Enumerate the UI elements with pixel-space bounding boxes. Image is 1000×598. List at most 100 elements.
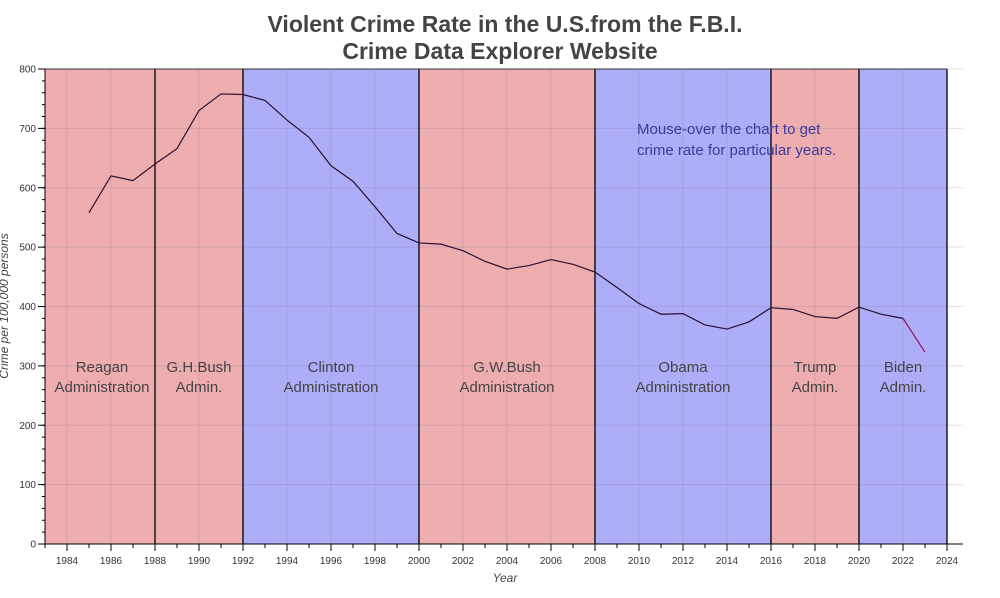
data-point-2009[interactable]: 2009: 432: [613, 284, 621, 292]
x-tick-label-2012: 2012: [672, 556, 695, 567]
data-point-1993[interactable]: 1993: 747: [261, 96, 269, 104]
x-tick-label-2018: 2018: [804, 556, 827, 567]
label-g-h-bush-line-1: G.H.Bush: [166, 359, 231, 376]
data-point-2017[interactable]: 2017: 395: [789, 305, 797, 313]
x-tick-label-2020: 2020: [848, 556, 871, 567]
mouse-over-note-line-2: crime rate for particular years.: [637, 142, 836, 159]
y-tick-label-600: 600: [19, 183, 36, 194]
data-point-1997[interactable]: 1997: 611: [349, 177, 357, 185]
axes: 1984 1986 1988 1990 1992 1994 1996 1998 2000 2002…: [19, 65, 963, 567]
data-point-2016[interactable]: 2016: 398: [767, 304, 775, 312]
label-reagan-line-2: Administration: [54, 379, 149, 396]
band-biden: [859, 69, 947, 544]
x-tick-label-1994: 1994: [276, 556, 299, 567]
data-point-1994[interactable]: 1994: 714: [283, 116, 291, 124]
label-trump-line-1: Trump: [794, 359, 837, 376]
crime-rate-line[interactable]: [88, 93, 904, 330]
x-tick-label-1984: 1984: [56, 556, 79, 567]
x-tick-label-2006: 2006: [540, 556, 563, 567]
x-tick-label-2010: 2010: [628, 556, 651, 567]
x-tick-label-2004: 2004: [496, 556, 519, 567]
band-g-w-bush: [419, 69, 595, 544]
data-point-2022[interactable]: 2022: 380: [899, 314, 907, 322]
data-point-1991[interactable]: 1991: 758: [217, 90, 225, 98]
data-point-2013[interactable]: 2013: 369: [701, 321, 709, 329]
data-point-1996[interactable]: 1996: 637: [327, 162, 335, 170]
data-point-1989[interactable]: 1989: 666: [173, 145, 181, 153]
data-point-2007[interactable]: 2007: 471: [569, 260, 577, 268]
band-obama: [595, 69, 771, 544]
data-point-2005[interactable]: 2005: 469: [525, 262, 533, 270]
mouse-over-note-line-1: Mouse-over the chart to get: [637, 121, 821, 138]
band-reagan: [45, 69, 155, 544]
y-tick-label-300: 300: [19, 361, 36, 372]
data-point-1986[interactable]: 1986: 620: [107, 172, 115, 180]
data-point-1985[interactable]: 1985: 558: [85, 209, 93, 217]
administration-labels: Reagan Administration G.H.Bush Admin. Clinto…: [54, 359, 926, 396]
band-trump: [771, 69, 859, 544]
x-tick-label-2008: 2008: [584, 556, 607, 567]
data-point-2021[interactable]: 2021: 387: [877, 310, 885, 318]
y-axis-title: Crime per 100,000 persons: [0, 233, 11, 378]
label-clinton-line-2: Administration: [283, 379, 378, 396]
data-point-2008[interactable]: 2008: 458: [591, 268, 599, 276]
data-point-1990[interactable]: 1990: 730: [195, 107, 203, 115]
data-point-1998[interactable]: 1998: 568: [371, 203, 379, 211]
data-point-2014[interactable]: 2014: 362: [723, 325, 731, 333]
x-tick-label-2022: 2022: [892, 556, 915, 567]
x-axis-title: Year: [493, 571, 519, 585]
data-point-2023[interactable]: 2023: 323: [921, 348, 929, 356]
data-point-2000[interactable]: 2000: 507: [415, 239, 423, 247]
data-point-2020[interactable]: 2020: 399: [855, 303, 863, 311]
data-point-2010[interactable]: 2010: 405: [635, 300, 643, 308]
y-tick-label-100: 100: [19, 480, 36, 491]
x-tick-label-2002: 2002: [452, 556, 475, 567]
band-clinton: [243, 69, 419, 544]
x-tick-label-1998: 1998: [364, 556, 387, 567]
x-tick-label-2024: 2024: [936, 556, 959, 567]
data-point-2012[interactable]: 2012: 388: [679, 310, 687, 318]
label-clinton-line-1: Clinton: [308, 359, 355, 376]
data-point-2011[interactable]: 2011: 387: [657, 310, 665, 318]
label-biden-line-1: Biden: [884, 359, 922, 376]
y-tick-label-700: 700: [19, 124, 36, 135]
data-point-2018[interactable]: 2018: 383: [811, 313, 819, 321]
y-tick-label-200: 200: [19, 421, 36, 432]
label-g-w-bush-line-1: G.W.Bush: [473, 359, 541, 376]
data-point-2001[interactable]: 2001: 505: [437, 240, 445, 248]
y-tick-label-800: 800: [19, 65, 36, 76]
x-tick-label-1986: 1986: [100, 556, 123, 567]
data-point-2019[interactable]: 2019: 380: [833, 314, 841, 322]
administration-bands: [45, 69, 947, 544]
x-tick-label-1988: 1988: [144, 556, 167, 567]
data-point-1999[interactable]: 1999: 523: [393, 229, 401, 237]
data-point-2004[interactable]: 2004: 463: [503, 265, 511, 273]
label-reagan-line-1: Reagan: [76, 359, 129, 376]
band-g-h-bush: [155, 69, 243, 544]
y-tick-label-0: 0: [30, 540, 36, 551]
y-tick-label-400: 400: [19, 302, 36, 313]
crime-rate-line-end[interactable]: [902, 318, 926, 353]
crime-rate-series: 1985: 558 1986: 620 1987: 612 1988: 640 1989…: [85, 90, 929, 356]
label-g-h-bush-line-2: Admin.: [176, 379, 223, 396]
x-tick-label-2000: 2000: [408, 556, 431, 567]
data-point-1992[interactable]: 1992: 757: [239, 91, 247, 99]
x-tick-label-1992: 1992: [232, 556, 255, 567]
x-tick-label-2016: 2016: [760, 556, 783, 567]
chart-title-line-1: Violent Crime Rate in the U.S.from the F…: [268, 11, 743, 37]
label-obama-line-1: Obama: [658, 359, 708, 376]
label-g-w-bush-line-2: Administration: [459, 379, 554, 396]
data-point-1988[interactable]: 1988: 640: [151, 160, 159, 168]
x-tick-label-1996: 1996: [320, 556, 343, 567]
label-biden-line-2: Admin.: [880, 379, 927, 396]
data-point-1995[interactable]: 1995: 685: [305, 133, 313, 141]
y-tick-label-500: 500: [19, 243, 36, 254]
data-point-2015[interactable]: 2015: 374: [745, 318, 753, 326]
data-point-2006[interactable]: 2006: 479: [547, 256, 555, 264]
x-tick-label-2014: 2014: [716, 556, 739, 567]
data-point-1987[interactable]: 1987: 612: [129, 177, 137, 185]
data-point-2002[interactable]: 2002: 494: [459, 247, 467, 255]
x-tick-label-1990: 1990: [188, 556, 211, 567]
